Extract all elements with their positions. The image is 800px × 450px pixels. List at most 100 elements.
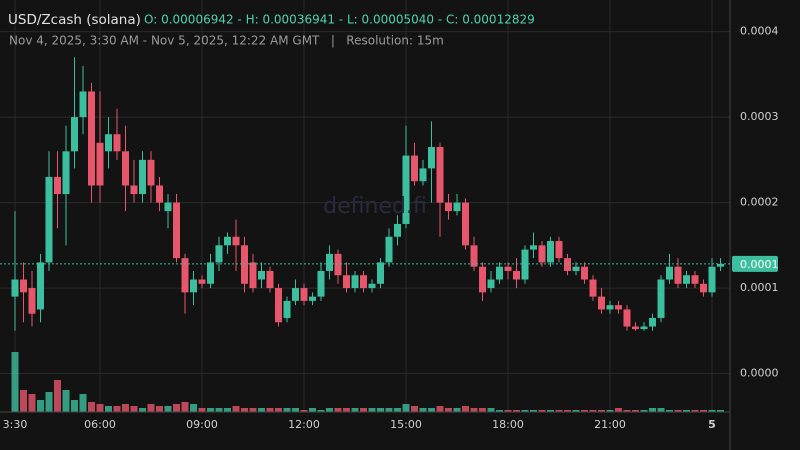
volume-bar <box>394 408 401 412</box>
candle-body <box>334 253 342 276</box>
candle-body <box>20 279 27 293</box>
volume-bar <box>45 392 53 412</box>
candle-body <box>266 270 274 289</box>
candle-body <box>487 279 495 289</box>
volume-bar <box>122 404 129 412</box>
volume-bar <box>190 404 197 412</box>
volume-bar <box>589 410 597 412</box>
ohlc-summary: O: 0.00006942 - H: 0.00036941 - L: 0.000… <box>144 13 535 27</box>
candle-body <box>37 262 44 310</box>
candle-body <box>462 202 469 246</box>
candle-body <box>368 283 376 289</box>
volume-bar <box>62 390 70 412</box>
candle-body <box>122 151 129 186</box>
y-tick-label: 0.0002 <box>740 196 779 209</box>
volume-bar <box>232 406 240 412</box>
candle-body <box>232 236 240 246</box>
candle-body <box>649 317 656 327</box>
candle-body <box>411 155 418 182</box>
candle-body <box>640 326 648 330</box>
volume-bar <box>28 394 36 412</box>
candle-body <box>683 275 690 284</box>
candle-body <box>207 262 214 284</box>
candle-body <box>181 258 189 293</box>
volume-bar <box>368 408 376 412</box>
volume-bar <box>11 352 19 412</box>
candle-body <box>300 288 308 301</box>
volume-bar <box>181 402 189 412</box>
candle-body <box>351 275 359 289</box>
volume-bar <box>615 408 622 412</box>
candle-body <box>394 223 401 237</box>
candle-body <box>88 91 95 186</box>
candle-body <box>198 279 206 284</box>
volume-bar <box>224 408 231 412</box>
volume-bar <box>530 410 537 412</box>
volume-bar <box>470 408 478 412</box>
candle-body <box>241 245 248 284</box>
volume-bar <box>691 410 699 412</box>
volume-bar <box>555 410 563 412</box>
volume-bar <box>649 408 656 412</box>
candle-body <box>691 275 699 284</box>
watermark: defined.fi <box>323 194 427 219</box>
candle-body <box>445 202 452 212</box>
candle-body <box>530 245 537 250</box>
candle-body <box>564 258 571 271</box>
candle-body <box>674 266 682 284</box>
candle-body <box>283 300 291 318</box>
candle-body <box>598 296 605 310</box>
volume-bar <box>606 410 614 412</box>
volume-bar <box>147 404 155 412</box>
volume-bar <box>632 410 639 412</box>
volume-bar <box>700 410 707 412</box>
candle-body <box>28 288 36 314</box>
candle-body <box>105 134 112 152</box>
volume-bar <box>436 406 444 412</box>
volume-bar <box>334 408 342 412</box>
volume-bar <box>326 408 333 412</box>
volume-bar <box>385 408 393 412</box>
candle-body <box>700 283 707 293</box>
volume-bar <box>504 410 512 412</box>
volume-bar <box>487 408 495 412</box>
volume-bar <box>241 408 248 412</box>
volume-bar <box>674 410 682 412</box>
candle-body <box>470 245 478 267</box>
volume-bar <box>207 408 214 412</box>
volume-bar <box>547 410 554 412</box>
x-tick-label: 3:30 <box>3 418 28 431</box>
y-tick-label: 0.0000 <box>740 367 779 380</box>
volume-bar <box>317 410 325 412</box>
candle-body <box>71 117 78 152</box>
volume-bar <box>479 408 486 412</box>
volume-bar <box>538 410 546 412</box>
candle-body <box>453 202 461 212</box>
candle-body <box>317 270 325 297</box>
volume-bar <box>130 406 138 412</box>
volume-bar <box>139 408 146 412</box>
volume-bar <box>360 408 367 412</box>
candle-body <box>521 249 529 280</box>
volume-bar <box>292 408 299 412</box>
candle-body <box>708 266 716 293</box>
candle-body <box>479 266 486 293</box>
x-tick-label: 21:00 <box>594 418 626 431</box>
volume-bar <box>20 390 27 412</box>
x-tick-label: 5 <box>708 418 716 431</box>
candle-body <box>79 91 87 118</box>
candle-body <box>606 305 614 310</box>
volume-bar <box>623 410 631 412</box>
volume-bar <box>581 410 588 412</box>
volume-bar <box>453 408 461 412</box>
candle-body <box>275 288 282 323</box>
candle-body <box>147 159 155 186</box>
candle-body <box>581 266 588 280</box>
candle-body <box>113 134 121 152</box>
chart-title: USD/Zcash (solana) <box>8 12 141 28</box>
candle-body <box>249 262 257 289</box>
candle-body <box>292 288 299 301</box>
volume-bar <box>411 406 418 412</box>
